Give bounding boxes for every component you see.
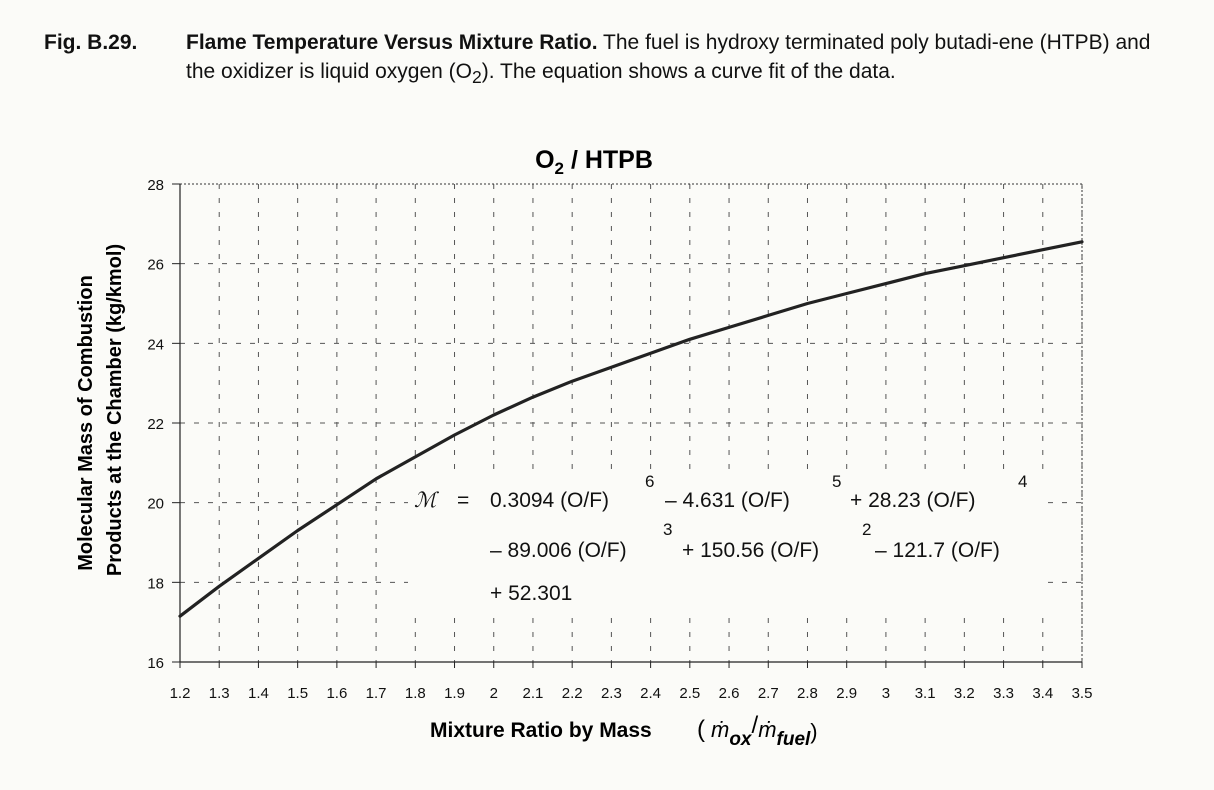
x-tick-label: 1.9 <box>444 685 465 702</box>
series-line <box>178 240 1084 618</box>
caption-text-end: ). The equation shows a curve fit of the… <box>481 60 896 83</box>
x-tick-label: 1.5 <box>287 685 308 702</box>
y-tick-label: 18 <box>147 575 164 592</box>
x-tick-label: 2 <box>490 685 498 702</box>
x-axis-label: Mixture Ratio by Mass(ṁox/ṁfuel) <box>430 712 818 750</box>
equation-line1-term2: – 4.631 (O/F) <box>665 489 790 512</box>
equation-line1-exp1: 6 <box>645 472 654 491</box>
caption-text: The fuel is hydroxy terminated poly buta… <box>186 31 1151 83</box>
x-tick-label: 2.2 <box>562 685 583 702</box>
caption-subscript: 2 <box>471 67 482 88</box>
x-tick-labels: 1.2 1.3 1.4 1.5 1.6 1.7 1.8 1.9 2 2.1 2.2 2.3 2.4 2.5… <box>170 685 1093 702</box>
chart-title-sub: 2 <box>555 159 564 178</box>
equation-line3: + 52.301 <box>490 582 572 605</box>
y-tick-label: 28 <box>147 177 164 194</box>
x-tick-label: 2.6 <box>719 685 740 702</box>
x-tick-label: 3.3 <box>993 685 1014 702</box>
x-axis-label-mdot-fuel: ṁ <box>758 717 776 742</box>
x-tick-label: 1.7 <box>366 685 387 702</box>
equation-line1-exp3: 4 <box>1018 472 1027 491</box>
x-tick-label: 3.1 <box>915 685 936 702</box>
x-tick-label: 1.6 <box>326 685 347 702</box>
x-tick-label: 1.3 <box>209 685 230 702</box>
x-tick-label: 2.5 <box>679 685 700 702</box>
x-tick-label: 2.4 <box>640 685 661 702</box>
equation-line2-term1: – 89.006 (O/F) <box>490 539 627 562</box>
x-axis-label-paren-close: ) <box>810 719 817 744</box>
equation-symbol: ℳ <box>414 489 440 512</box>
equation-background <box>408 474 1048 610</box>
y-tick-label: 26 <box>147 257 164 274</box>
y-tick-label: 16 <box>147 655 164 672</box>
x-tick-label: 1.4 <box>248 685 269 702</box>
chart-title: O2 / HTPB <box>535 146 653 178</box>
y-tick-label: 22 <box>147 416 164 433</box>
x-axis-label-mdot-ox: ṁ <box>711 717 729 742</box>
equation-line2-exp2: 2 <box>862 520 871 539</box>
equation-line1-term1: 0.3094 (O/F) <box>490 489 609 512</box>
x-tick-label: 2.9 <box>836 685 857 702</box>
y-tick-label: 24 <box>147 336 164 353</box>
x-tick-label: 2.1 <box>523 685 544 702</box>
x-axis-label-text: Mixture Ratio by Mass <box>430 719 652 742</box>
chart-title-o: O <box>535 146 554 174</box>
equation-line2-term3: – 121.7 (O/F) <box>875 539 1000 562</box>
x-tick-label: 2.3 <box>601 685 622 702</box>
y-axis-label-line2: Products at the Chamber (kg/kmol) <box>104 244 126 576</box>
chart-grid <box>172 183 1083 668</box>
x-tick-label: 2.8 <box>797 685 818 702</box>
figure-number: Fig. B.29. <box>44 31 138 54</box>
equation-equals: = <box>457 489 469 512</box>
caption-title: Flame Temperature Versus Mixture Ratio. <box>186 31 598 54</box>
y-axis-label-line1: Molecular Mass of Combustion <box>75 275 97 571</box>
y-tick-label: 20 <box>147 496 164 513</box>
x-axis-label-sub-ox: ox <box>729 729 753 750</box>
x-tick-label: 3.5 <box>1072 685 1093 702</box>
x-tick-label: 1.8 <box>405 685 426 702</box>
x-axis-label-paren-open: ( <box>697 716 705 743</box>
caption-body: Flame Temperature Versus Mixture Ratio. … <box>186 28 1161 92</box>
curve-fit-equation: ℳ = 0.3094 (O/F) 6 – 4.631 (O/F) 5 + 28.… <box>414 472 1027 605</box>
equation-line2-term2: + 150.56 (O/F) <box>682 539 819 562</box>
x-tick-label: 2.7 <box>758 685 779 702</box>
x-tick-label: 1.2 <box>170 685 191 702</box>
equation-line1-exp2: 5 <box>832 472 841 491</box>
equation-line2-exp1: 3 <box>663 520 672 539</box>
x-tick-label: 3.2 <box>954 685 975 702</box>
chart-title-rest: / HTPB <box>564 146 653 174</box>
x-axis-label-slash: / <box>752 712 759 739</box>
x-tick-label: 3 <box>882 685 890 702</box>
equation-line1-term3: + 28.23 (O/F) <box>850 489 975 512</box>
y-tick-labels: 16 18 20 22 24 26 28 <box>147 177 164 672</box>
x-axis-label-sub-fuel: fuel <box>777 729 812 750</box>
x-tick-label: 3.4 <box>1032 685 1053 702</box>
